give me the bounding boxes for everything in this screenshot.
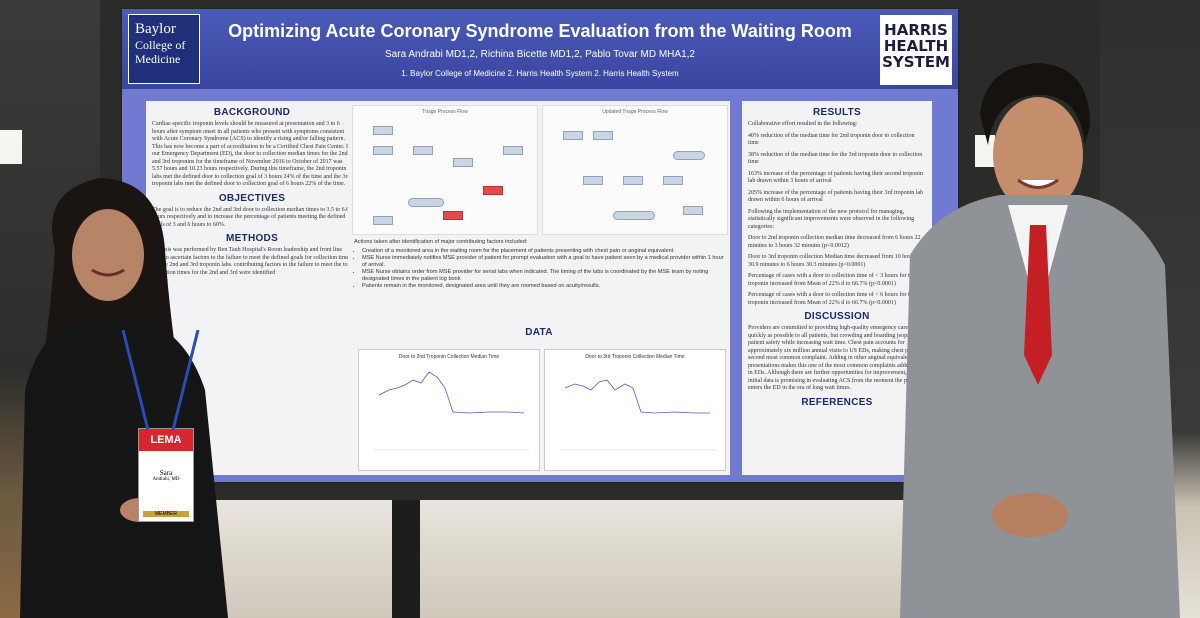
poster-affiliations: 1. Baylor College of Medicine 2. Harris … xyxy=(401,69,679,78)
baylor-logo: Baylor College of Medicine xyxy=(128,14,200,84)
action-item: Creation of a monitored area in the wait… xyxy=(362,248,724,255)
results-stat: Percentage of cases with a door to colle… xyxy=(748,273,926,287)
flow-box xyxy=(373,126,393,135)
action-item: Patients remain in the monitored, design… xyxy=(362,283,724,290)
flow-box xyxy=(663,176,683,185)
action-item: MSE Nurse obtains order from MSE provide… xyxy=(362,269,724,283)
results-followup: Following the implementation of the new … xyxy=(748,208,915,230)
flow-box xyxy=(563,131,583,140)
harris-health-logo: HARRIS HEALTH SYSTEM xyxy=(880,15,952,85)
results-stat: Percentage of cases with a door to colle… xyxy=(748,292,926,306)
poster-authors: Sara Andrabi MD1,2, Richina Bicette MD1,… xyxy=(385,49,695,60)
discussion-heading: DISCUSSION xyxy=(804,311,870,322)
flow-box xyxy=(413,146,433,155)
name-badge: LEMA Sara Andrabi, MD MEMBER xyxy=(138,428,194,522)
flow-box xyxy=(673,151,705,160)
wall-note xyxy=(975,135,995,167)
flow-box-highlight xyxy=(483,186,503,195)
methods-text: analysis was performed by Ben Taub Hospi… xyxy=(152,247,350,276)
objectives-heading: OBJECTIVES xyxy=(218,192,286,204)
research-poster: Baylor College of Medicine HARRIS HEALTH… xyxy=(122,9,958,482)
actions-intro: Actions taken after identification of ma… xyxy=(354,239,528,245)
data-heading: DATA xyxy=(525,327,553,338)
results-heading: RESULTS xyxy=(812,107,862,118)
results-item: 205% increase of the percentage of patie… xyxy=(748,189,924,204)
triage-flow-diagram: Triage Process Flow xyxy=(352,105,538,235)
presenter-man xyxy=(900,63,1180,618)
logo-line: Medicine xyxy=(135,52,181,66)
updated-triage-flow-diagram: Updated Triage Process Flow xyxy=(542,105,728,235)
results-stat: Door to 2nd troponin collection median t… xyxy=(748,235,921,249)
flow-box-highlight xyxy=(443,211,463,220)
middle-column: Triage Process Flow Updated Triage Proce… xyxy=(348,101,730,475)
results-item: 38% reduction of the median time for the… xyxy=(748,151,923,166)
flow-title: Triage Process Flow xyxy=(422,109,468,115)
chart-title: Door to 2nd Troponin Collection Median T… xyxy=(398,354,500,360)
flow-box xyxy=(503,146,523,155)
flow-box xyxy=(453,158,473,167)
badge-ribbon: LEMA xyxy=(139,429,193,451)
logo-line: HEALTH xyxy=(883,37,949,55)
discussion-text: Providers are committed to providing hig… xyxy=(748,325,925,391)
flow-box xyxy=(683,206,703,215)
chart-title: Door to 3rd Troponin Collection Median T… xyxy=(585,354,685,360)
board-stand xyxy=(392,500,420,618)
logo-line: Baylor xyxy=(135,21,176,37)
flow-title: Updated Triage Process Flow xyxy=(602,109,668,115)
flow-box xyxy=(373,146,393,155)
wall-note xyxy=(0,130,22,164)
flow-box xyxy=(613,211,655,220)
flow-box xyxy=(583,176,603,185)
flow-box xyxy=(408,198,444,207)
badge-name: Sara xyxy=(159,469,173,477)
flow-box xyxy=(593,131,613,140)
logo-line: College of xyxy=(135,38,186,52)
floor xyxy=(140,500,940,618)
poster-header xyxy=(122,9,958,89)
objectives-text: The goal is to reduce the 2nd and 3rd do… xyxy=(152,206,350,228)
presenter-woman xyxy=(20,178,228,618)
troponin3-line xyxy=(560,379,715,451)
badge-member: MEMBER xyxy=(143,511,189,517)
results-item: 163% increase of the percentage of patie… xyxy=(748,170,923,185)
poster-title: Optimizing Acute Coronary Syndrome Evalu… xyxy=(228,21,852,41)
logo-line: SYSTEM xyxy=(882,53,950,71)
background-text: Cardiac-specific troponin levels should … xyxy=(152,121,351,187)
results-item: 40% reduction of the median time for 2nd… xyxy=(748,132,915,147)
badge-credential: Andrabi, MD xyxy=(152,477,180,482)
logo-line: HARRIS xyxy=(884,21,948,39)
results-stat: Door to 3rd troponin collection Median t… xyxy=(748,254,916,268)
references-heading: REFERENCES xyxy=(801,396,873,408)
methods-heading: METHODS xyxy=(225,233,279,244)
troponin2-chart: Door to 2nd Troponin Collection Median T… xyxy=(358,349,540,471)
action-item: MSE Nurse immediately notifies MSE provi… xyxy=(362,255,724,269)
results-intro: Collaborative effort resulted in the fol… xyxy=(748,121,858,127)
right-column: RESULTS Collaborative effort resulted in… xyxy=(742,101,932,475)
flow-box xyxy=(623,176,643,185)
actions-text: Actions taken after identification of ma… xyxy=(354,239,724,290)
troponin3-chart: Door to 3rd Troponin Collection Median T… xyxy=(544,349,726,471)
lanyard xyxy=(121,330,200,431)
background-heading: BACKGROUND xyxy=(213,107,291,118)
flow-box xyxy=(373,216,393,225)
troponin2-line xyxy=(374,371,529,451)
